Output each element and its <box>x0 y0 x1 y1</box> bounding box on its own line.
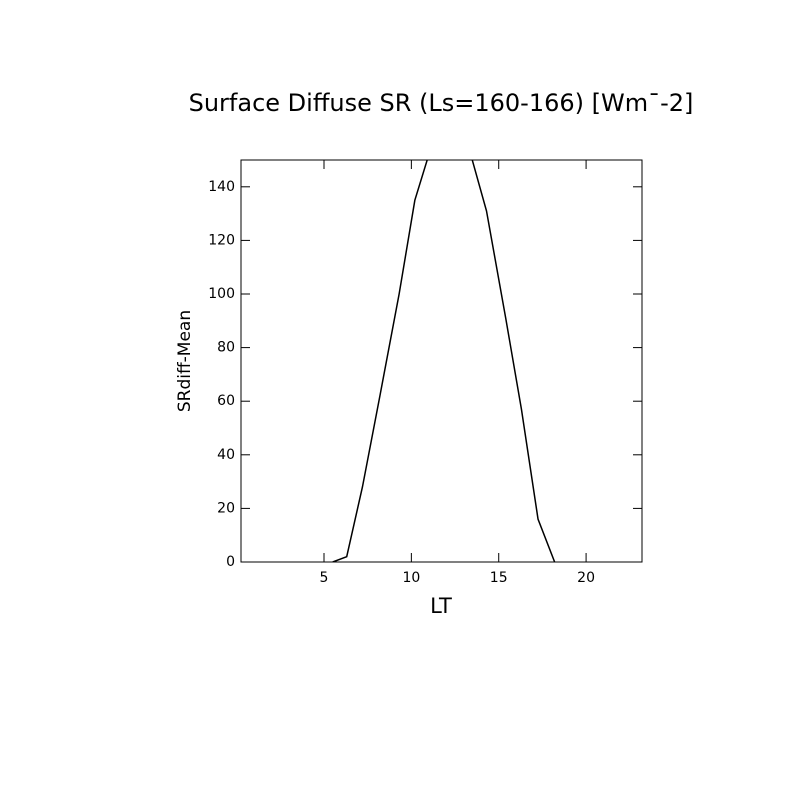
y-tick-label: 60 <box>217 393 235 409</box>
y-axis-label: SRdiff-Mean <box>175 310 195 412</box>
plot-area <box>332 160 556 562</box>
plot-frame <box>240 159 643 563</box>
x-tick-label: 15 <box>490 570 508 586</box>
x-tick-label: 5 <box>320 570 329 586</box>
y-tick-label: 120 <box>208 232 235 248</box>
x-axis-label: LT <box>430 594 452 618</box>
y-tick-label: 140 <box>208 179 235 195</box>
y-tick-label: 100 <box>208 286 235 302</box>
chart-title: Surface Diffuse SR (Ls=160-166) [Wm¯-2] <box>189 89 694 117</box>
y-tick-label: 40 <box>217 447 235 463</box>
y-tick-label: 0 <box>226 554 235 570</box>
y-tick-label: 20 <box>217 500 235 516</box>
data-line <box>332 160 556 562</box>
y-tick-label: 80 <box>217 340 235 356</box>
x-tick-label: 20 <box>577 570 595 586</box>
x-tick-label: 10 <box>402 570 420 586</box>
